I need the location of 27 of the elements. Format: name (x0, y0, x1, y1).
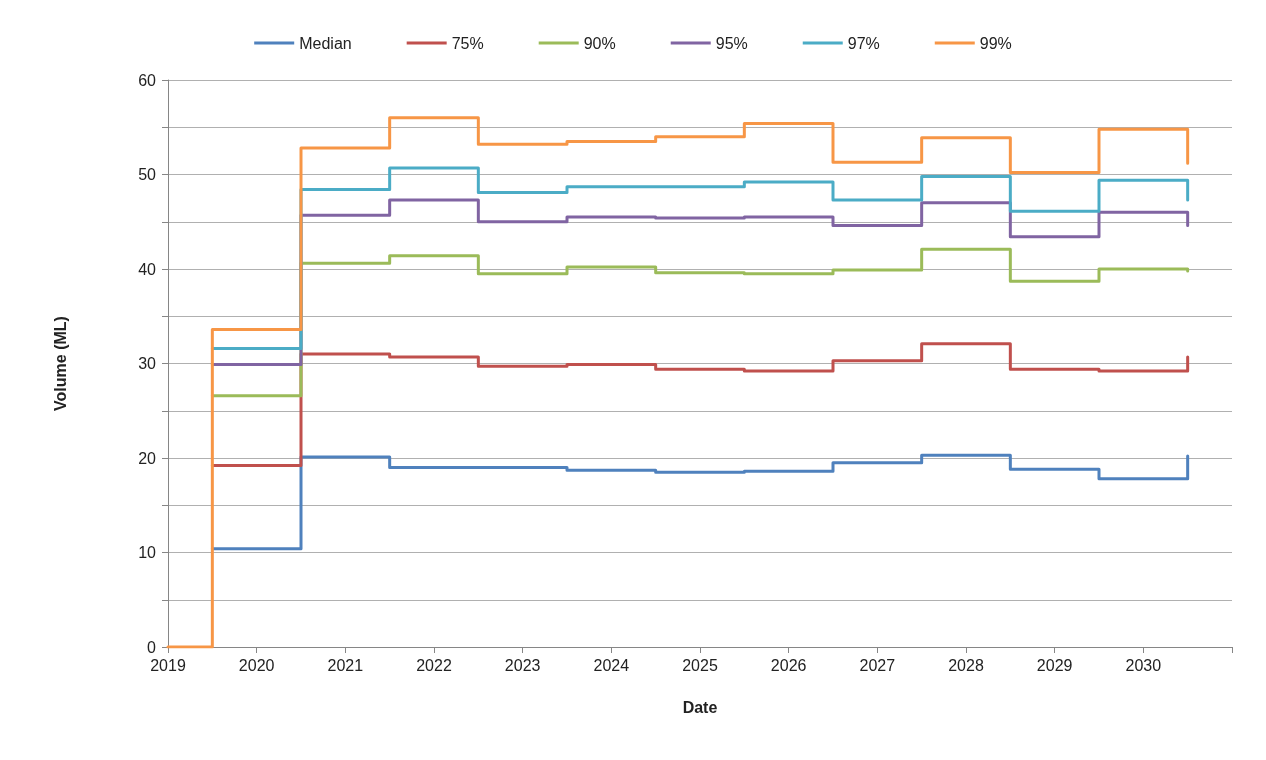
x-tick-label: 2021 (327, 656, 364, 674)
legend-label: 97% (847, 34, 880, 52)
x-tick-label: 2022 (416, 656, 452, 674)
x-tick-label: 2030 (1125, 656, 1162, 674)
y-tick-label: 20 (138, 449, 157, 467)
y-tick-label: 10 (138, 544, 157, 561)
y-axis-title: Volume (ML) (51, 316, 69, 411)
legend-label: Median (299, 34, 352, 52)
x-tick-label: 2025 (682, 656, 718, 674)
y-tick-label: 40 (138, 260, 157, 278)
y-tick-label: 50 (138, 166, 157, 183)
x-tick-label: 2023 (504, 656, 541, 674)
x-tick-label: 2019 (150, 656, 186, 674)
x-tick-label: 2026 (770, 656, 807, 674)
x-tick-label: 2028 (948, 656, 984, 674)
y-tick-label: 0 (147, 638, 157, 656)
legend-label: 75% (451, 34, 484, 52)
legend-label: 95% (715, 34, 748, 52)
y-tick-label: 60 (138, 71, 157, 89)
x-axis-title: Date (682, 698, 718, 716)
legend-label: 99% (979, 34, 1012, 52)
x-tick-label: 2029 (1036, 656, 1073, 674)
y-tick-label: 30 (138, 355, 157, 372)
legend-label: 90% (583, 34, 616, 52)
x-tick-label: 2020 (238, 656, 275, 674)
x-tick-label: 2024 (593, 656, 630, 674)
x-tick-label: 2027 (859, 656, 896, 674)
